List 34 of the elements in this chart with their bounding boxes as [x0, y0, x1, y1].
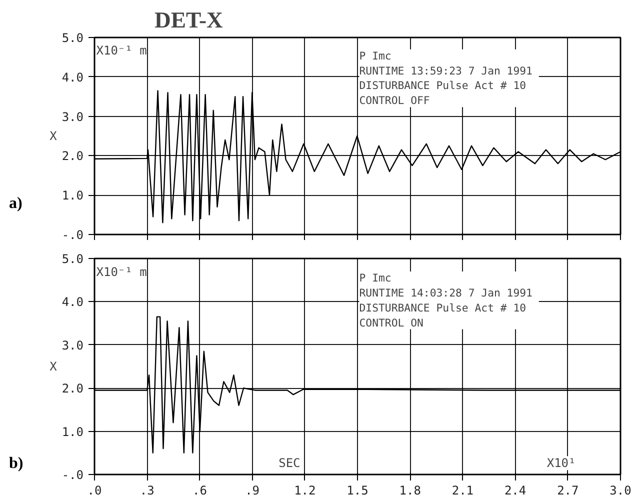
y-tick-label: 1.0 [62, 424, 84, 439]
y-tick-label: 2.0 [62, 382, 84, 396]
annotation: X10⁻¹ m [96, 264, 147, 279]
y-tick-label: -.0 [62, 468, 84, 482]
x-tick-label: 3.0 [610, 484, 632, 496]
x-tick-label: .0 [87, 484, 102, 496]
annotation: P Imc RUNTIME 14:03:28 7 Jan 1991 DISTURBANCE Pulse Act # 10 CONTROL ON [359, 271, 532, 330]
x-tick-label: 2.7 [557, 484, 579, 496]
x-tick-label: .3 [140, 484, 154, 496]
y-tick-label: 1.0 [62, 188, 84, 203]
annotation: P Imc RUNTIME 13:59:23 7 Jan 1991 DISTURBANCE Pulse Act # 10 CONTROL OFF [359, 49, 532, 108]
annotation: X10⁻¹ m [96, 43, 147, 58]
y-tick-label: 5.0 [62, 31, 84, 45]
annotation: X10¹ [546, 456, 576, 470]
x-tick-label: 1.8 [399, 484, 421, 496]
x-tick-label: 2.4 [504, 484, 526, 496]
text: b) [9, 454, 24, 474]
y-axis-title: X [50, 360, 58, 374]
y-tick-label: -.0 [62, 228, 84, 242]
y-tick-label: 2.0 [62, 149, 84, 164]
x-tick-label: 2.1 [452, 484, 474, 496]
y-axis-title: X [50, 129, 58, 143]
y-tick-label: 3.0 [62, 338, 84, 352]
text: a) [9, 194, 22, 214]
y-tick-label: 4.0 [62, 295, 84, 310]
chart-title: DET-X [154, 8, 224, 32]
y-tick-label: 5.0 [62, 252, 84, 266]
x-tick-label: 1.2 [294, 484, 316, 496]
y-tick-label: 3.0 [62, 110, 84, 124]
y-tick-label: 4.0 [62, 70, 84, 84]
x-tick-label: 1.5 [346, 484, 368, 496]
x-tick-label: .9 [245, 484, 260, 496]
x-tick-label: .6 [192, 484, 207, 496]
x-axis-title: SEC [278, 456, 300, 470]
